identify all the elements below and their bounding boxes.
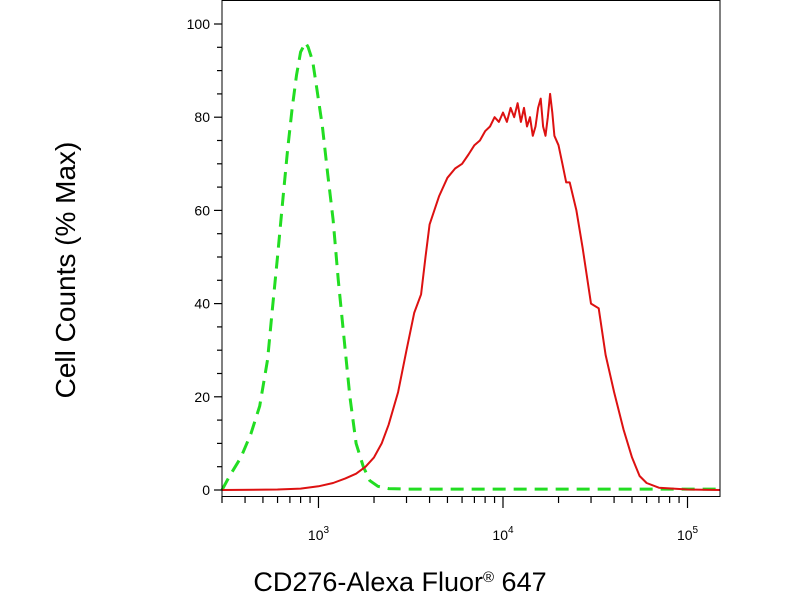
x-axis-title: CD276-Alexa Fluor® 647 — [0, 567, 800, 598]
registered-mark: ® — [482, 569, 495, 586]
x-tick-label: 103 — [308, 525, 330, 543]
x-axis-title-suffix: 647 — [494, 567, 547, 597]
control-histogram-line — [220, 41, 720, 491]
x-tick-label: 104 — [492, 525, 514, 543]
axis-tick-labels: 0 20 40 60 80 100 103 104 105 — [187, 16, 699, 543]
plot-frame — [221, 0, 721, 497]
x-axis-title-main: CD276-Alexa Fluor — [253, 567, 483, 597]
y-axis-title-text: Cell Counts (% Max) — [50, 141, 81, 399]
x-tick-label: 105 — [677, 525, 699, 543]
axis-ticks — [214, 23, 689, 508]
series-group — [220, 41, 721, 491]
y-tick-label: 100 — [187, 16, 211, 32]
y-tick-label: 40 — [194, 296, 210, 312]
y-tick-label: 0 — [202, 482, 210, 498]
y-tick-label: 80 — [194, 109, 210, 125]
y-tick-label: 60 — [194, 202, 210, 218]
y-tick-label: 20 — [194, 389, 210, 405]
cd276-histogram-line — [221, 92, 721, 491]
